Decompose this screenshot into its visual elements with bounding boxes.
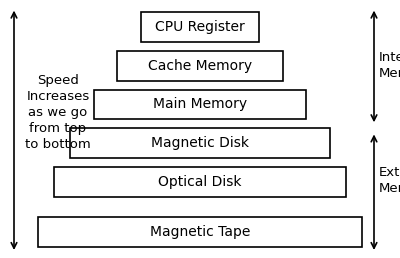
Text: External
Memory: External Memory <box>379 166 400 195</box>
Bar <box>38 217 362 247</box>
Text: Main Memory: Main Memory <box>153 98 247 111</box>
Text: Optical Disk: Optical Disk <box>158 175 242 189</box>
Text: CPU Register: CPU Register <box>155 20 245 34</box>
Bar <box>94 90 306 119</box>
Bar <box>117 51 283 80</box>
Text: Magnetic Tape: Magnetic Tape <box>150 225 250 239</box>
Bar <box>70 128 330 158</box>
Text: Magnetic Disk: Magnetic Disk <box>151 136 249 150</box>
Text: Cache Memory: Cache Memory <box>148 59 252 73</box>
Bar <box>141 12 259 42</box>
Text: Speed
Increases
as we go
from top
to bottom: Speed Increases as we go from top to bot… <box>25 74 91 151</box>
Text: Internal
Memory: Internal Memory <box>379 51 400 80</box>
Bar <box>54 167 346 197</box>
